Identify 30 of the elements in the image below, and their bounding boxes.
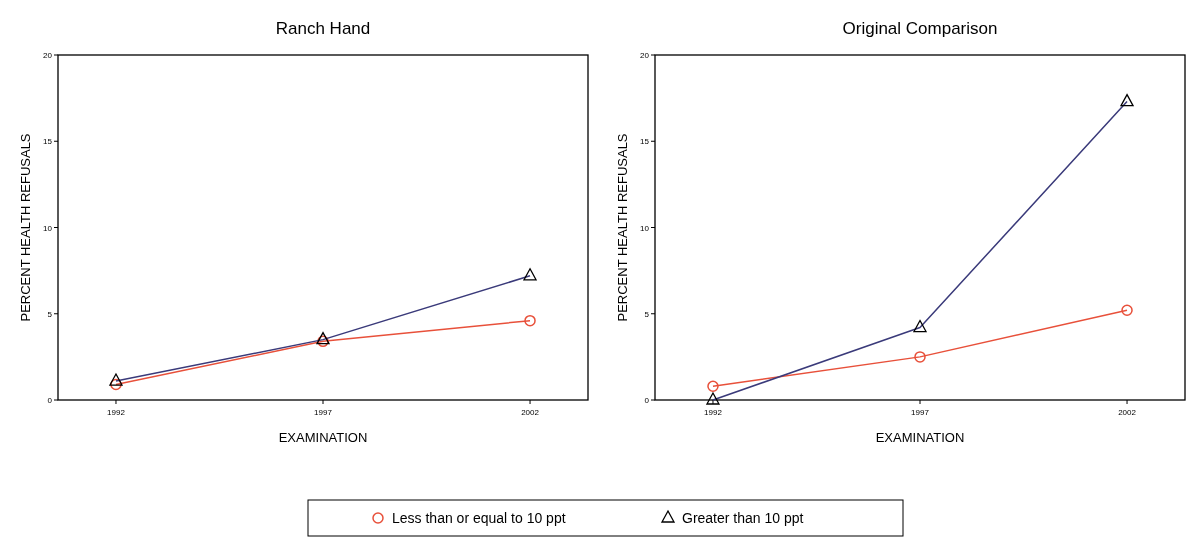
y-axis-title: PERCENT HEALTH REFUSALS [615,133,630,322]
y-tick-label: 15 [640,137,650,147]
legend-label: Greater than 10 ppt [682,510,804,526]
x-tick-label: 1997 [314,408,333,417]
y-tick-label: 20 [640,51,650,60]
y-tick-label: 20 [43,51,53,60]
y-axis-title: PERCENT HEALTH REFUSALS [18,133,33,322]
x-tick-label: 1997 [911,408,930,417]
x-axis-title: EXAMINATION [278,430,368,445]
point [110,378,122,391]
x-tick-label: 1992 [704,408,723,417]
point [1121,304,1133,317]
y-tick-label: 5 [47,309,53,319]
x-tick-label: 2002 [521,408,540,417]
y-tick-label: 0 [644,396,650,405]
y-tick-label: 10 [43,223,53,233]
chart-title: Original Comparison [842,19,998,38]
y-tick-label: 15 [43,137,53,147]
point [524,314,536,327]
point [914,351,926,363]
y-tick-label: 0 [47,396,53,405]
legend-label: Less than or equal to 10 ppt [392,510,566,526]
x-tick-label: 2002 [1118,408,1137,417]
x-axis-title: EXAMINATION [875,430,965,445]
chart-title: Ranch Hand [275,19,371,38]
point [707,380,719,392]
y-tick-label: 10 [640,223,650,233]
point [317,335,329,348]
x-tick-label: 1992 [107,408,126,417]
y-tick-label: 5 [644,309,650,319]
